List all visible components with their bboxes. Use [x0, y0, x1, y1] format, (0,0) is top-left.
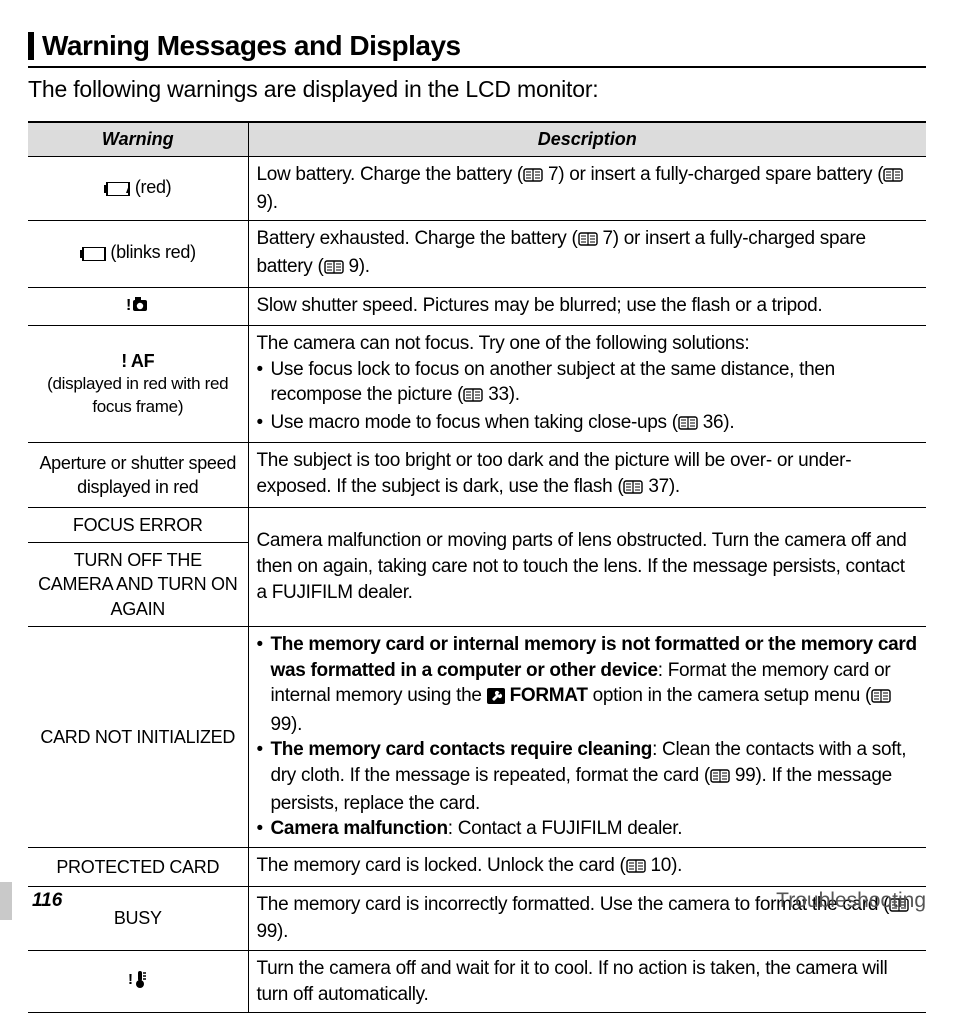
warning-af-sub: (displayed in red with red focus frame) — [36, 373, 240, 419]
warning-cell: (red) — [28, 157, 248, 221]
table-row: CARD NOT INITIALIZED •The memory card or… — [28, 626, 926, 847]
list-item: •Use focus lock to focus on another subj… — [257, 357, 919, 410]
temperature-warning-icon: ! — [128, 969, 148, 995]
warning-cell: !‎ — [28, 287, 248, 325]
title-row: Warning Messages and Displays — [28, 30, 926, 68]
warning-cell: FOCUS ERROR — [28, 507, 248, 542]
description-cell: The memory card is locked. Unlock the ca… — [248, 848, 926, 887]
battery-empty-icon — [80, 243, 106, 267]
page-ref-icon — [623, 476, 643, 502]
page-number: 116 — [32, 890, 62, 912]
page-footer: 116 Troubleshooting — [0, 882, 954, 920]
title-accent-bar — [28, 32, 34, 60]
page-ref-icon — [626, 855, 646, 881]
warning-cell: Aperture or shutter speed displayed in r… — [28, 443, 248, 507]
page-ref-icon — [578, 228, 598, 254]
svg-text:!: ! — [128, 971, 133, 988]
page-ref-icon — [883, 164, 903, 190]
table-row: PROTECTED CARD The memory card is locked… — [28, 848, 926, 887]
description-cell: Camera malfunction or moving parts of le… — [248, 507, 926, 626]
table-row: ! Turn the camera off and wait for it to… — [28, 950, 926, 1012]
warning-cell: TURN OFF THE CAMERA AND TURN ON AGAIN — [28, 543, 248, 627]
warning-suffix: (blinks red) — [110, 242, 195, 262]
wrench-icon — [487, 686, 505, 712]
warning-cell: CARD NOT INITIALIZED — [28, 626, 248, 847]
page-content: Warning Messages and Displays The follow… — [0, 0, 954, 1013]
description-cell: •The memory card or internal memory is n… — [248, 626, 926, 847]
page-ref-icon — [678, 412, 698, 438]
warnings-table: Warning Description (red) Low battery. C… — [28, 121, 926, 1013]
warning-af: ! AF — [36, 349, 240, 373]
description-cell: Battery exhausted. Charge the battery ( … — [248, 221, 926, 287]
page-ref-icon — [523, 164, 543, 190]
table-row: FOCUS ERROR Camera malfunction or moving… — [28, 507, 926, 542]
intro-text: The following warnings are displayed in … — [28, 76, 926, 103]
page-ref-icon — [710, 765, 730, 791]
list-item: •Use macro mode to focus when taking clo… — [257, 410, 919, 438]
header-warning: Warning — [28, 122, 248, 157]
description-cell: Slow shutter speed. Pictures may be blur… — [248, 287, 926, 325]
list-item: •The memory card contacts require cleani… — [257, 737, 919, 816]
camera-shake-icon: !‎ — [126, 296, 150, 320]
table-row: (blinks red) Battery exhausted. Charge t… — [28, 221, 926, 287]
list-item: •The memory card or internal memory is n… — [257, 632, 919, 738]
warning-cell: (blinks red) — [28, 221, 248, 287]
header-description: Description — [248, 122, 926, 157]
bullet-list: •The memory card or internal memory is n… — [257, 632, 919, 842]
warning-cell: ! — [28, 950, 248, 1012]
warning-cell: PROTECTED CARD — [28, 848, 248, 887]
page-ref-icon — [463, 384, 483, 410]
table-header-row: Warning Description — [28, 122, 926, 157]
warning-suffix: (red) — [135, 177, 172, 197]
section-name: Troubleshooting — [776, 889, 926, 913]
bullet-list: •Use focus lock to focus on another subj… — [257, 357, 919, 438]
warning-cell: ! AF (displayed in red with red focus fr… — [28, 325, 248, 443]
side-tab — [0, 882, 12, 920]
page-ref-icon — [871, 685, 891, 711]
table-row: !‎ Slow shutter speed. Pictures may be b… — [28, 287, 926, 325]
table-row: ! AF (displayed in red with red focus fr… — [28, 325, 926, 443]
description-cell: Turn the camera off and wait for it to c… — [248, 950, 926, 1012]
description-cell: The subject is too bright or too dark an… — [248, 443, 926, 507]
table-row: Aperture or shutter speed displayed in r… — [28, 443, 926, 507]
svg-text:!: ! — [126, 297, 131, 314]
battery-low-icon — [104, 178, 130, 202]
page-ref-icon — [324, 256, 344, 282]
table-row: (red) Low battery. Charge the battery ( … — [28, 157, 926, 221]
page-title: Warning Messages and Displays — [42, 30, 461, 62]
description-cell: Low battery. Charge the battery ( 7) or … — [248, 157, 926, 221]
list-item: •Camera malfunction: Contact a FUJIFILM … — [257, 816, 919, 842]
description-cell: The camera can not focus. Try one of the… — [248, 325, 926, 443]
